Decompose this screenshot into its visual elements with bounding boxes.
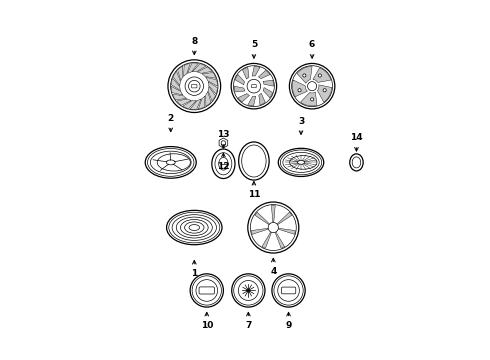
Polygon shape xyxy=(234,86,245,92)
Text: 5: 5 xyxy=(251,40,257,58)
Ellipse shape xyxy=(352,157,361,168)
Polygon shape xyxy=(219,138,228,148)
Polygon shape xyxy=(318,85,332,102)
Text: 2: 2 xyxy=(168,114,174,132)
Circle shape xyxy=(268,222,278,233)
Text: 12: 12 xyxy=(217,153,230,171)
Polygon shape xyxy=(190,99,201,109)
Polygon shape xyxy=(271,205,275,222)
Polygon shape xyxy=(297,66,312,83)
FancyBboxPatch shape xyxy=(192,85,197,88)
Text: 11: 11 xyxy=(247,181,260,199)
Polygon shape xyxy=(263,80,274,86)
Polygon shape xyxy=(279,228,295,234)
Polygon shape xyxy=(178,66,183,81)
Polygon shape xyxy=(184,63,190,76)
Polygon shape xyxy=(259,93,265,105)
Text: 4: 4 xyxy=(270,258,276,276)
Polygon shape xyxy=(206,91,211,106)
Polygon shape xyxy=(277,212,292,224)
Polygon shape xyxy=(197,67,212,73)
Polygon shape xyxy=(171,78,180,91)
Circle shape xyxy=(246,289,250,292)
Circle shape xyxy=(311,98,314,101)
FancyBboxPatch shape xyxy=(281,287,296,294)
Polygon shape xyxy=(192,64,206,72)
Circle shape xyxy=(308,82,317,91)
Polygon shape xyxy=(208,82,218,94)
Polygon shape xyxy=(172,94,187,100)
Polygon shape xyxy=(235,75,245,85)
Polygon shape xyxy=(313,68,331,82)
Polygon shape xyxy=(198,96,205,109)
Text: 6: 6 xyxy=(309,40,315,58)
Polygon shape xyxy=(255,212,269,224)
Polygon shape xyxy=(293,80,307,96)
Text: 13: 13 xyxy=(217,130,230,148)
Circle shape xyxy=(303,74,306,77)
FancyBboxPatch shape xyxy=(199,287,215,294)
Text: 7: 7 xyxy=(245,312,251,330)
Text: 9: 9 xyxy=(285,312,292,330)
Polygon shape xyxy=(258,70,270,79)
Text: 1: 1 xyxy=(191,261,197,278)
Circle shape xyxy=(189,80,200,92)
Ellipse shape xyxy=(297,161,305,164)
Text: 8: 8 xyxy=(191,37,197,55)
Polygon shape xyxy=(183,100,196,109)
Circle shape xyxy=(323,89,326,92)
Polygon shape xyxy=(275,232,285,248)
Circle shape xyxy=(247,79,261,93)
Polygon shape xyxy=(243,67,249,79)
Polygon shape xyxy=(252,66,260,76)
Polygon shape xyxy=(208,87,216,101)
Polygon shape xyxy=(206,77,218,86)
Polygon shape xyxy=(202,73,216,78)
FancyBboxPatch shape xyxy=(251,85,256,88)
Ellipse shape xyxy=(189,225,199,230)
Polygon shape xyxy=(300,92,317,106)
Polygon shape xyxy=(188,63,198,73)
Text: 3: 3 xyxy=(298,117,304,134)
Polygon shape xyxy=(251,228,268,234)
Polygon shape xyxy=(176,99,191,105)
Polygon shape xyxy=(171,86,183,95)
Polygon shape xyxy=(263,87,272,98)
Polygon shape xyxy=(238,94,249,102)
Circle shape xyxy=(318,74,321,77)
Polygon shape xyxy=(173,71,180,86)
Polygon shape xyxy=(262,232,271,248)
Text: 10: 10 xyxy=(200,312,213,330)
Polygon shape xyxy=(248,96,256,106)
Text: 14: 14 xyxy=(350,133,363,151)
Circle shape xyxy=(298,89,301,92)
